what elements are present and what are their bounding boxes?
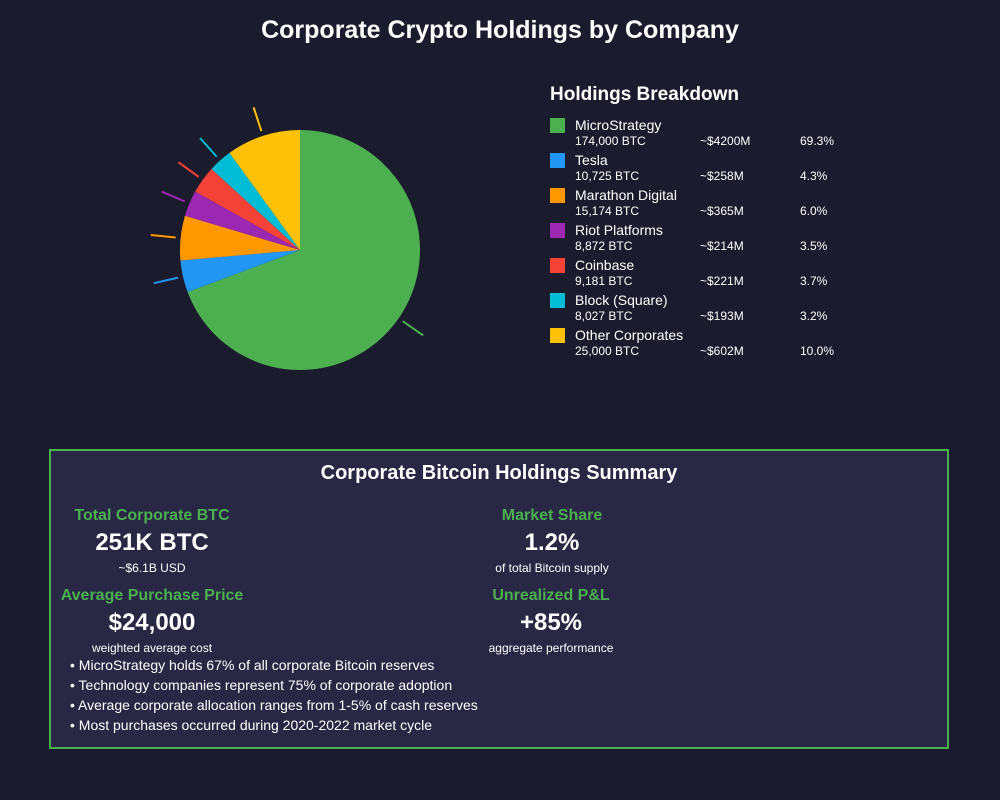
slice-leader-line (402, 320, 424, 337)
slice-leader-line (153, 276, 179, 285)
legend-pct: 10.0% (800, 344, 835, 358)
legend-swatch (550, 328, 565, 343)
legend-btc: 9,181 BTC (575, 274, 633, 288)
metric-label: Total Corporate BTC (74, 507, 230, 524)
list-item: • Average corporate allocation ranges fr… (70, 697, 478, 713)
pie-slice-block-square (211, 152, 300, 250)
legend-btc: 10,725 BTC (575, 169, 640, 183)
legend-swatch (550, 223, 565, 238)
summary-panel: Corporate Bitcoin Holdings Summary Total… (49, 449, 949, 749)
metric-average-purchase-price: Average Purchase Price $24,000 weighted … (2, 586, 302, 656)
metric-label: Average Purchase Price (60, 587, 244, 604)
legend-name: MicroStrategy (575, 117, 662, 133)
list-item: • Technology companies represent 75% of … (70, 677, 453, 693)
legend-usd: ~$193M (700, 309, 744, 323)
list-item: • MicroStrategy holds 67% of all corpora… (70, 657, 435, 673)
pie-slice-riot-platforms (184, 191, 300, 250)
metric-market-share: Market Share 1.2% of total Bitcoin suppl… (402, 506, 702, 576)
legend-swatch (550, 258, 565, 273)
legend-swatch (550, 188, 565, 203)
legend-item-other-corporates: Other Corporates 25,000 BTC ~$602M 10.0% (550, 327, 870, 362)
metric-value: 251K BTC (95, 529, 209, 556)
legend-btc: 8,872 BTC (575, 239, 633, 253)
key-insights-list: • MicroStrategy holds 67% of all corpora… (70, 655, 478, 735)
legend-pct: 6.0% (800, 204, 828, 218)
legend-usd: ~$221M (700, 274, 744, 288)
metric-label: Unrealized P&L (492, 587, 610, 604)
legend-item-block-square: Block (Square) 8,027 BTC ~$193M 3.2% (550, 292, 870, 327)
legend-item-marathon-digital: Marathon Digital 15,174 BTC ~$365M 6.0% (550, 187, 870, 222)
legend-swatch (550, 293, 565, 308)
legend-name: Other Corporates (575, 327, 684, 343)
legend-usd: ~$4200M (700, 134, 751, 148)
legend-name: Block (Square) (575, 292, 668, 308)
legend-pct: 3.7% (800, 274, 828, 288)
pie-chart (150, 107, 424, 370)
metric-label: Market Share (501, 507, 603, 524)
legend-item-coinbase: Coinbase 9,181 BTC ~$221M 3.7% (550, 257, 870, 292)
metric-unrealized-pnl: Unrealized P&L +85% aggregate performanc… (401, 586, 701, 656)
legend-name: Coinbase (575, 257, 635, 273)
legend-pct: 4.3% (800, 169, 828, 183)
legend-item-tesla: Tesla 10,725 BTC ~$258M 4.3% (550, 152, 870, 187)
legend-usd: ~$214M (700, 239, 744, 253)
legend-usd: ~$258M (700, 169, 744, 183)
legend-swatch (550, 153, 565, 168)
list-item: • Most purchases occurred during 2020-20… (70, 717, 433, 733)
metric-sub: aggregate performance (488, 641, 614, 655)
chart-title: Corporate Crypto Holdings by Company (261, 16, 739, 44)
legend-name: Marathon Digital (575, 187, 677, 203)
metric-value: +85% (519, 609, 583, 636)
legend-item-riot-platforms: Riot Platforms 8,872 BTC ~$214M 3.5% (550, 222, 870, 257)
pie-slice-marathon-digital (179, 215, 300, 261)
slice-leader-line (150, 233, 176, 239)
metric-total-corporate-btc: Total Corporate BTC 251K BTC ~$6.1B USD (2, 506, 302, 576)
pie-slice-coinbase (195, 168, 300, 250)
legend-name: Tesla (575, 152, 608, 168)
legend-item-microstrategy: MicroStrategy 174,000 BTC ~$4200M 69.3% (550, 117, 870, 152)
legend-btc: 8,027 BTC (575, 309, 633, 323)
pie-slice-microstrategy (187, 130, 420, 370)
metric-sub: ~$6.1B USD (118, 561, 186, 575)
legend-pct: 3.2% (800, 309, 828, 323)
slice-leader-line (177, 161, 200, 178)
slice-leader-line (252, 107, 263, 132)
pie-slice-tesla (180, 250, 300, 293)
metric-sub: weighted average cost (91, 641, 213, 655)
legend-pct: 69.3% (800, 134, 835, 148)
legend-pct: 3.5% (800, 239, 828, 253)
legend-btc: 174,000 BTC (575, 134, 646, 148)
legend-swatch (550, 118, 565, 133)
slice-leader-line (161, 190, 186, 203)
metric-sub: of total Bitcoin supply (495, 561, 609, 575)
legend-title: Holdings Breakdown (550, 84, 739, 105)
summary-title: Corporate Bitcoin Holdings Summary (320, 462, 678, 484)
legend-usd: ~$365M (700, 204, 744, 218)
legend-name: Riot Platforms (575, 222, 663, 238)
metric-value: $24,000 (108, 609, 196, 636)
legend-btc: 25,000 BTC (575, 344, 640, 358)
pie-slice-other-corporates (229, 130, 300, 250)
metric-value: 1.2% (524, 529, 580, 556)
legend-usd: ~$602M (700, 344, 744, 358)
legend-btc: 15,174 BTC (575, 204, 640, 218)
slice-leader-line (199, 137, 218, 158)
